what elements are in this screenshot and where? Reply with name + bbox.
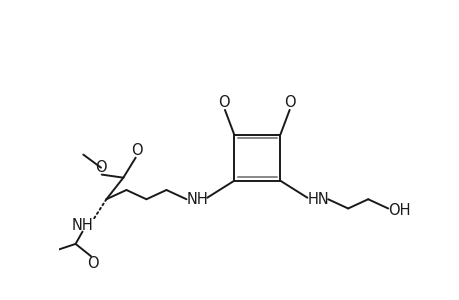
Text: OH: OH (387, 202, 409, 217)
Text: O: O (284, 95, 296, 110)
Text: HN: HN (307, 192, 328, 207)
Text: NH: NH (186, 192, 207, 207)
Text: O: O (131, 143, 143, 158)
Text: O: O (218, 95, 230, 110)
Text: NH: NH (72, 218, 93, 233)
Text: O: O (87, 256, 98, 271)
Text: O: O (95, 160, 106, 175)
